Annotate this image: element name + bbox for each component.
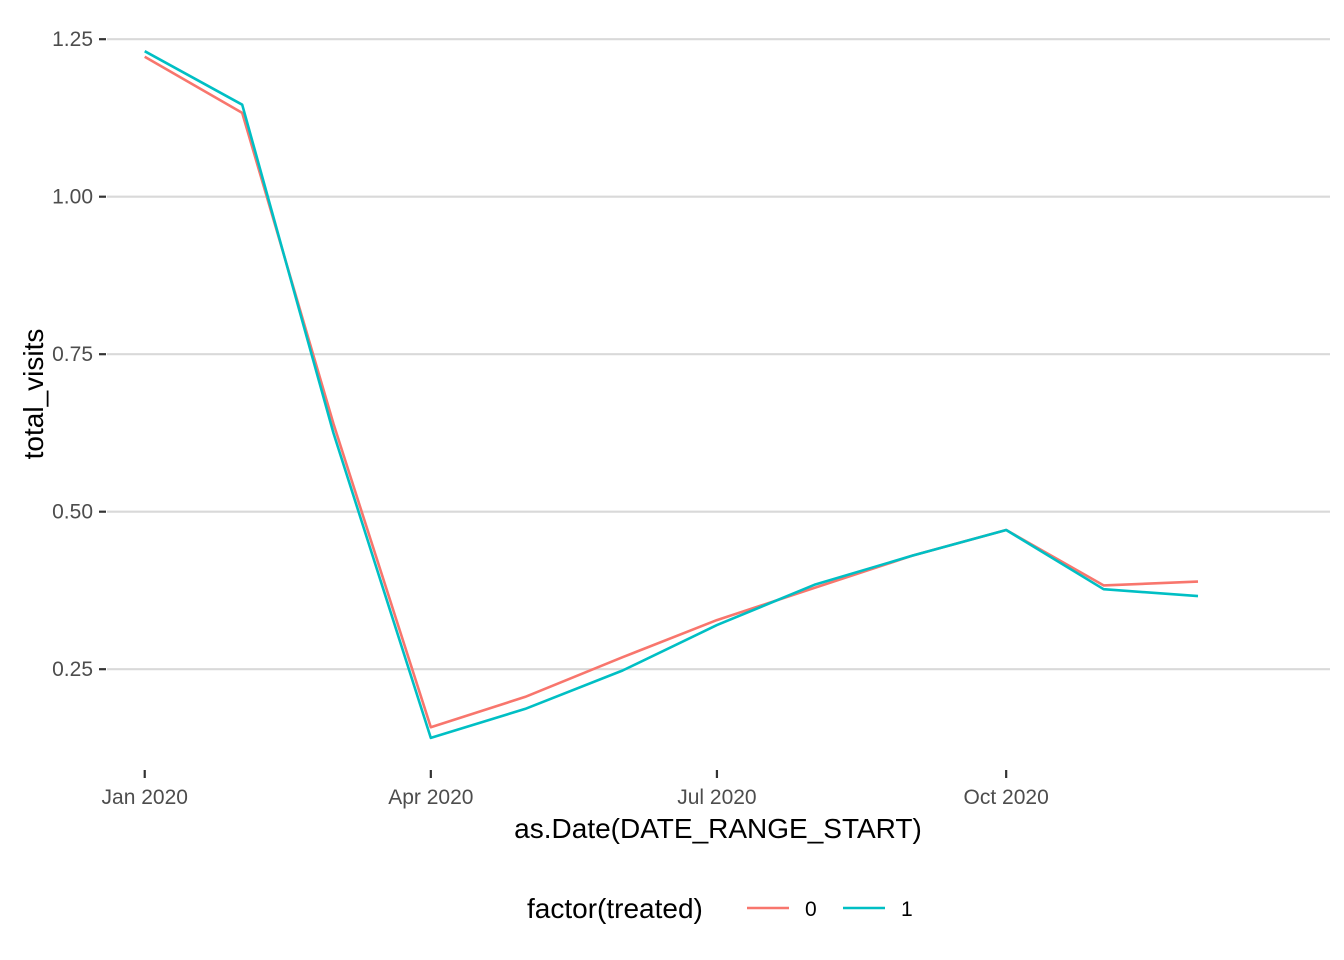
gridlines [107, 38, 1330, 671]
series-line-1 [144, 50, 1199, 740]
y-axis-title: total_visits [18, 329, 49, 460]
y-tick-label: 0.25 [52, 658, 93, 681]
y-tick-label: 1.00 [52, 186, 93, 209]
y-tick-label: 0.75 [52, 343, 93, 366]
legend: factor(treated) 0 1 [527, 893, 913, 924]
x-tick-label: Jan 2020 [102, 786, 188, 809]
series-lines [144, 50, 1199, 740]
legend-label-0: 0 [805, 898, 817, 921]
legend-title: factor(treated) [527, 893, 703, 924]
x-axis: Jan 2020 Apr 2020 Jul 2020 Oct 2020 [102, 770, 1049, 809]
x-tick-label: Oct 2020 [964, 786, 1049, 809]
x-tick-label: Jul 2020 [677, 786, 756, 809]
x-axis-title: as.Date(DATE_RANGE_START) [514, 813, 922, 844]
y-tick-label: 1.25 [52, 28, 93, 51]
series-line-0 [144, 55, 1199, 729]
y-axis: 0.25 0.50 0.75 1.00 1.25 [52, 28, 106, 681]
y-tick-label: 0.50 [52, 501, 93, 524]
legend-label-1: 1 [901, 898, 913, 921]
x-tick-label: Apr 2020 [388, 786, 473, 809]
